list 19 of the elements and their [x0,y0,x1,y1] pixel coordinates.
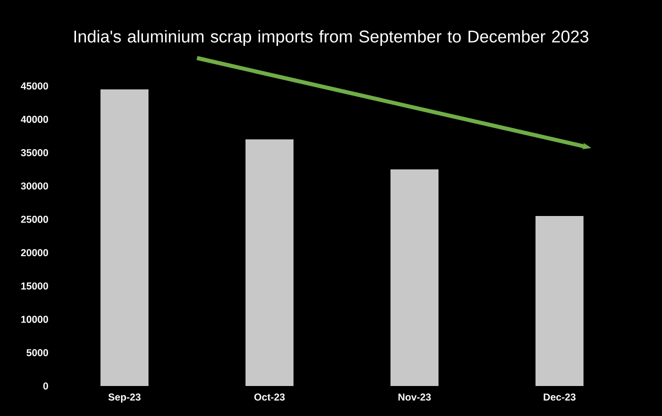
bar [100,89,148,386]
y-tick-label: 0 [43,382,48,390]
chart-title: India's aluminium scrap imports from September to December 2023 [74,30,588,46]
y-tick-label: 45000 [20,82,48,90]
y-tick-label: 35000 [20,149,48,156]
y-tick-label: 10000 [21,316,48,323]
y-tick-label: 40000 [20,116,48,123]
y-tick-label: 15000 [21,282,48,290]
x-tick-label: Dec-23 [544,394,576,401]
x-tick-label: Sep-23 [108,394,141,403]
y-tick-label: 30000 [20,182,48,190]
y-tick-label: 5000 [26,349,48,356]
bar [536,216,584,386]
y-tick-label: 20000 [21,249,48,256]
bar [390,169,439,386]
y-tick-label: 25000 [21,216,48,223]
bar [246,139,294,386]
x-tick-label: Oct-23 [254,394,285,401]
x-tick-label: Nov-23 [398,394,431,401]
